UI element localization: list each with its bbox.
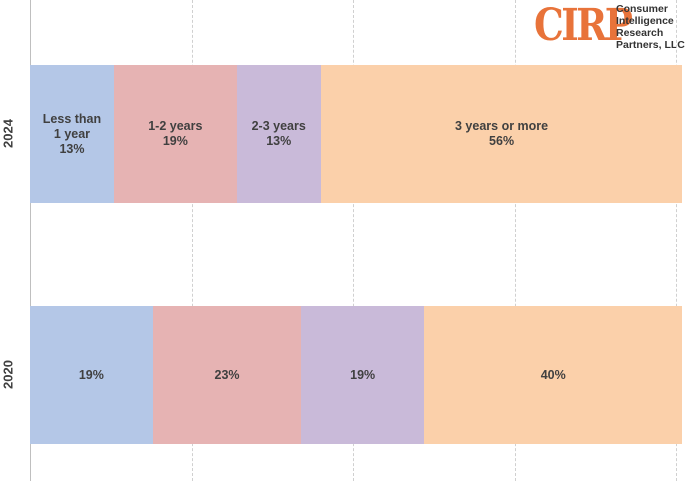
logo-mark: CIRP [534,0,633,51]
logo-line: Intelligence [616,15,674,27]
grid-line [514,0,516,481]
value-label: 13% [59,141,85,156]
value-label: 56% [489,134,515,148]
value-label: 19% [78,367,104,382]
bar-label: 40% [424,306,682,444]
series-name: Less than 1 year [42,111,102,141]
logo-text: Consumer Intelligence Research Partners, LL… [616,3,685,51]
y-tick-label: 2024 [0,119,16,148]
bar-label: 23% [153,306,302,444]
bar-segment [320,65,683,203]
bar-segment [113,65,237,203]
bar-segment [236,65,321,203]
logo-line: Consumer [616,3,668,15]
bar-segment [152,306,302,444]
bar-label: Less than 1 year 13% [30,65,114,203]
value-label: 23% [214,367,240,382]
bar-segment [30,65,114,203]
bar-segment [301,306,425,444]
series-name: 3 years or more [455,119,549,133]
value-label: 13% [266,134,292,148]
bar-label: 19% [30,306,153,444]
bar-label: 2-3 years 13% [237,65,321,203]
value-label: 40% [540,367,566,382]
bar-segment [30,306,153,444]
bar-label: 3 years or more 56% [321,65,683,203]
grid-line [353,0,354,481]
bar-label: 1-2 years 19% [114,65,237,203]
bar-segment [424,306,683,444]
grid-line [191,0,193,481]
series-name: 2-3 years [251,119,306,133]
grid-line [30,0,31,481]
value-label: 19% [350,367,376,382]
logo-line: Partners, LLC [616,39,685,51]
value-label: 19% [162,134,188,148]
logo-line: Research [616,27,664,39]
bar-label: 19% [301,306,424,444]
grid-line [676,0,677,481]
y-tick-label: 2020 [0,360,16,389]
series-name: 1-2 years [148,119,203,133]
